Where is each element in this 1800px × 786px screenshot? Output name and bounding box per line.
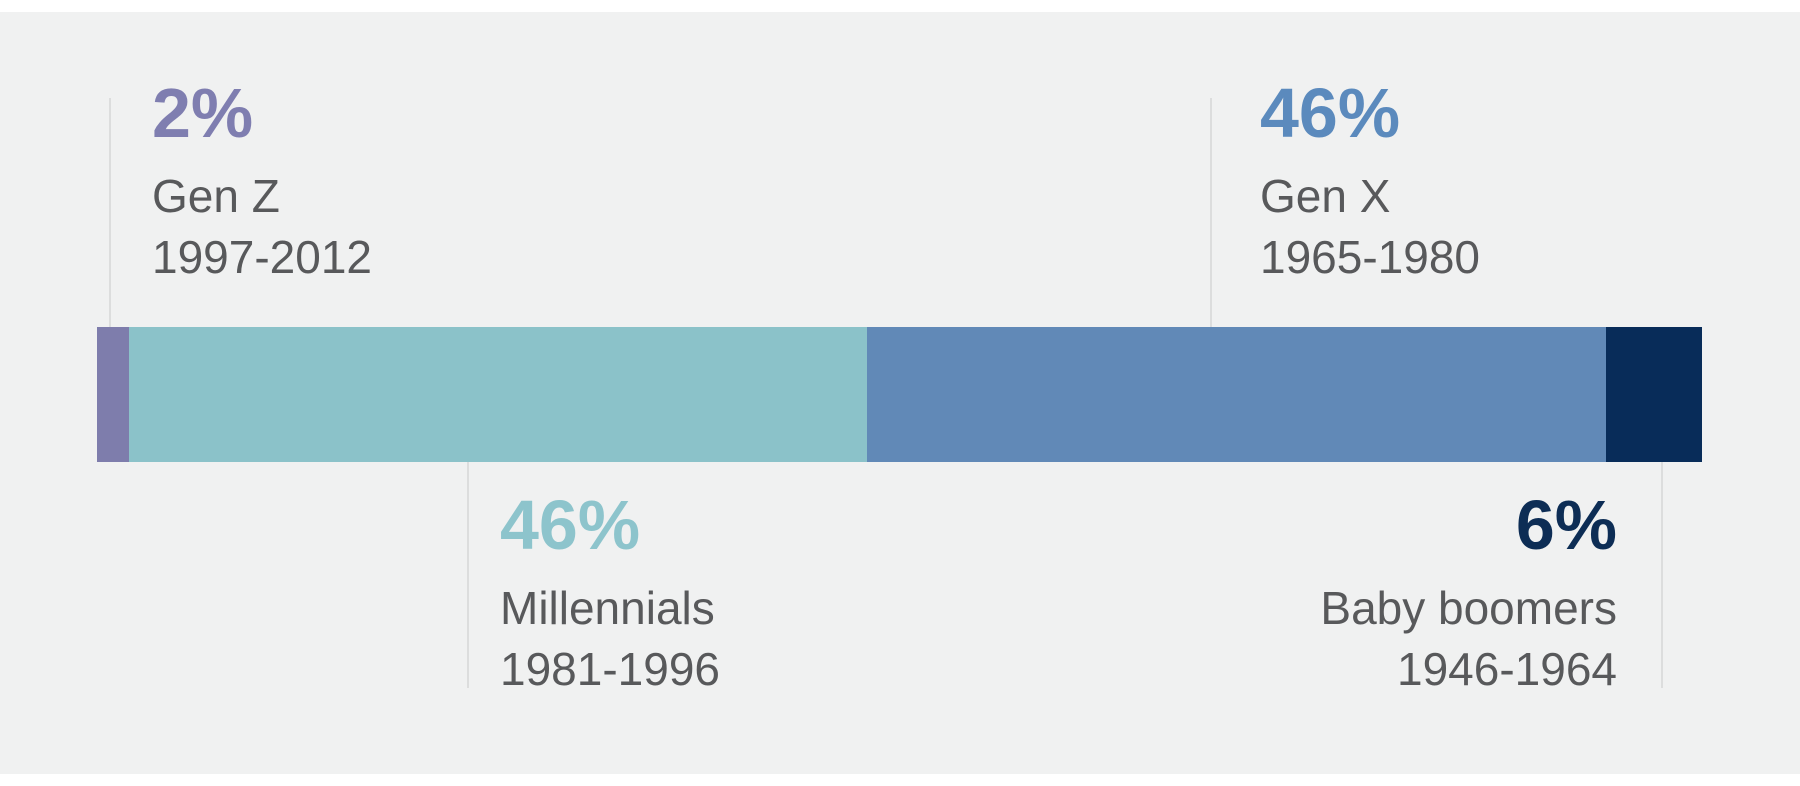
gen-z-callout-line bbox=[109, 98, 111, 327]
gen-x-callout-line bbox=[1210, 98, 1212, 327]
bar-segment-gen-x bbox=[867, 327, 1606, 462]
millennials-callout: 46% Millennials 1981-1996 bbox=[500, 488, 720, 700]
gen-z-percent: 2% bbox=[152, 74, 254, 152]
baby-boomers-callout-line bbox=[1661, 462, 1663, 688]
gen-x-callout: 46% Gen X 1965-1980 bbox=[1260, 76, 1480, 288]
baby-boomers-callout: 6% Baby boomers 1946-1964 bbox=[1320, 488, 1617, 700]
gen-x-label: Gen X bbox=[1260, 170, 1391, 222]
millennials-percent: 46% bbox=[500, 486, 641, 564]
bar-segment-millennials bbox=[129, 327, 868, 462]
gen-z-years: 1997-2012 bbox=[152, 231, 372, 283]
baby-boomers-years: 1946-1964 bbox=[1397, 643, 1617, 695]
gen-x-years: 1965-1980 bbox=[1260, 231, 1480, 283]
stacked-bar bbox=[97, 327, 1702, 462]
bar-segment-gen-z bbox=[97, 327, 130, 462]
millennials-label: Millennials bbox=[500, 582, 715, 634]
baby-boomers-percent: 6% bbox=[1515, 486, 1617, 564]
millennials-callout-line bbox=[467, 462, 469, 688]
gen-z-callout: 2% Gen Z 1997-2012 bbox=[152, 76, 372, 288]
bar-segment-baby-boomers bbox=[1605, 327, 1702, 462]
gen-x-percent: 46% bbox=[1260, 74, 1401, 152]
gen-z-label: Gen Z bbox=[152, 170, 280, 222]
millennials-years: 1981-1996 bbox=[500, 643, 720, 695]
baby-boomers-label: Baby boomers bbox=[1320, 582, 1617, 634]
